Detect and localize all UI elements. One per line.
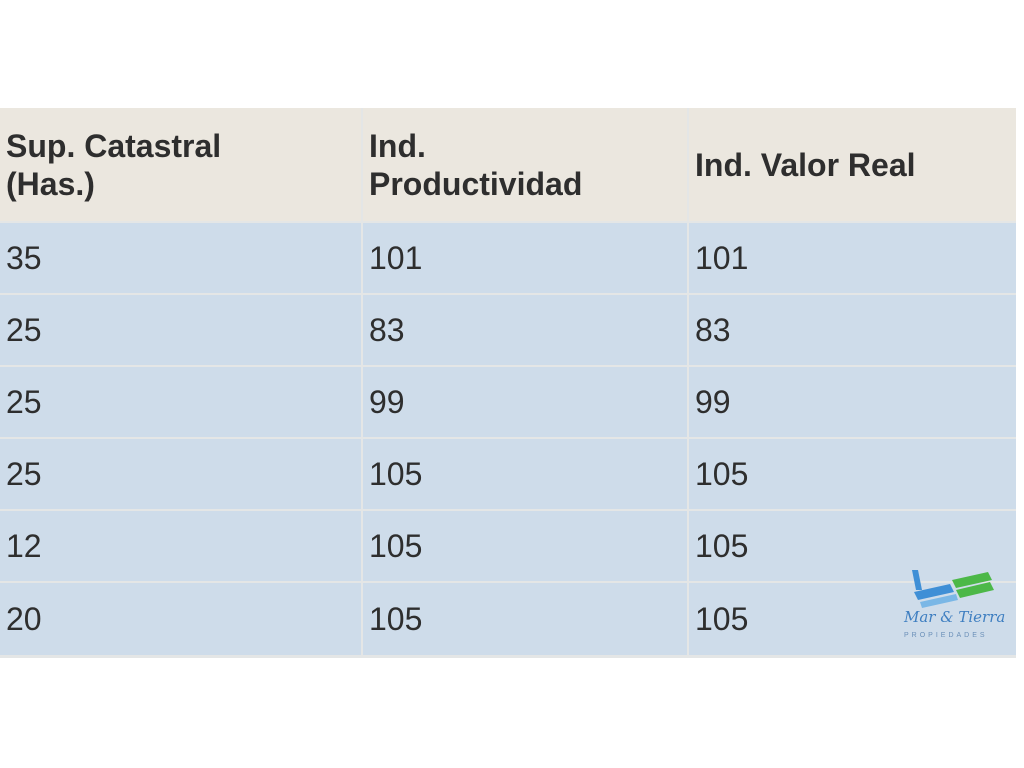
header-cell-text: Ind. Valor Real	[695, 146, 916, 183]
table-cell: 101	[689, 223, 1016, 293]
table-cell-text: 83	[369, 311, 405, 348]
table-cell: 35	[0, 223, 361, 293]
table-cell: 101	[363, 223, 687, 293]
table-cell-text: 25	[6, 383, 42, 420]
table-cell-text: 105	[369, 527, 423, 564]
header-cell-text: Ind. Productividad	[369, 127, 583, 202]
table-cell: 105	[363, 583, 687, 655]
table-cell: 25	[0, 295, 361, 365]
table-cell-text: 101	[369, 239, 423, 276]
logo-icon	[912, 570, 994, 608]
table-cell-text: 101	[695, 239, 749, 276]
table-cell: 20	[0, 583, 361, 655]
logo-name: Mar & Tierra	[904, 608, 1006, 626]
table-cell: 105	[689, 439, 1016, 509]
table-cell: 105	[689, 511, 1016, 581]
table-cell-text: 83	[695, 311, 731, 348]
table-cell: 105	[363, 511, 687, 581]
table-cell-text: 25	[6, 455, 42, 492]
header-cell: Ind. Valor Real	[689, 108, 1016, 221]
table: Sup. Catastral (Has.) Ind. Productividad I…	[0, 108, 1016, 658]
header-cell-text: Sup. Catastral (Has.)	[6, 127, 222, 202]
table-cell: 83	[363, 295, 687, 365]
table-cell-text: 12	[6, 527, 42, 564]
header-cell: Sup. Catastral (Has.)	[0, 108, 361, 221]
table-cell-text: 99	[695, 383, 731, 420]
table-cell: 12	[0, 511, 361, 581]
table-cell-text: 105	[695, 455, 749, 492]
table-cell: 25	[0, 367, 361, 437]
table-cell: 99	[689, 367, 1016, 437]
table-cell-text: 99	[369, 383, 405, 420]
logo-tagline: PROPIEDADES	[904, 632, 988, 639]
table-cell: 83	[689, 295, 1016, 365]
table-cell: 99	[363, 367, 687, 437]
table-cell-text: 105	[695, 527, 749, 564]
table-cell: 105	[363, 439, 687, 509]
table-cell-text: 25	[6, 311, 42, 348]
table-cell-text: 35	[6, 239, 42, 276]
table-cell-text: 105	[369, 455, 423, 492]
header-cell: Ind. Productividad	[363, 108, 687, 221]
table-cell-text: 105	[695, 600, 749, 637]
table-cell: 25	[0, 439, 361, 509]
table-cell-text: 105	[369, 600, 423, 637]
table-cell-text: 20	[6, 600, 42, 637]
